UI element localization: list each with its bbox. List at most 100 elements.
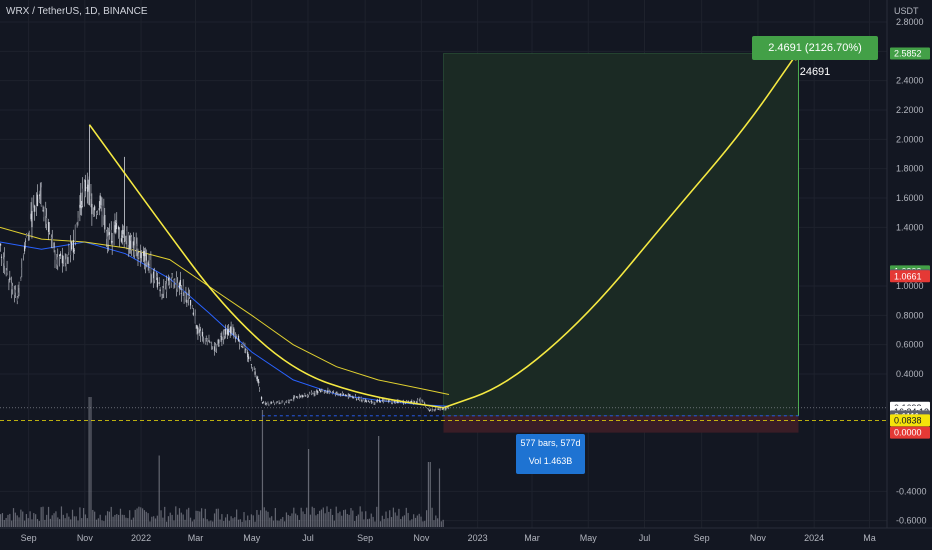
candle-body: [96, 212, 99, 214]
time-axis[interactable]: Sep Nov 2022 Mar May Jul Sep Nov 2023 Mar May Jul Se…: [21, 533, 876, 543]
candle-body: [122, 229, 124, 235]
candle-body: [358, 398, 360, 400]
candle-body: [339, 394, 341, 395]
candle-body: [256, 376, 258, 380]
volume-bar: [400, 519, 402, 527]
volume-bar: [224, 517, 227, 527]
candle-body: [11, 285, 14, 290]
volume-bar: [289, 515, 291, 527]
volume-bar: [217, 508, 219, 527]
candle-body: [287, 400, 289, 402]
candle-body: [253, 368, 255, 370]
volume-bar: [333, 520, 335, 527]
candle-body: [108, 232, 111, 235]
candle-body: [441, 408, 443, 410]
volume-bar: [199, 511, 201, 527]
volume-bar: [287, 514, 289, 527]
candle-body: [424, 403, 426, 404]
candle-body: [299, 395, 301, 398]
time-tick-label: Nov: [413, 533, 430, 543]
volume-bar: [379, 521, 382, 527]
volume-bar: [245, 520, 247, 527]
volume-bar: [398, 508, 400, 527]
volume-bar: [175, 506, 177, 527]
volume-bar: [119, 508, 122, 527]
volume-bar: [389, 510, 391, 527]
volume-bar: [390, 517, 393, 527]
candle-body: [21, 268, 23, 270]
candle-body: [364, 400, 366, 402]
candle-body: [337, 394, 339, 395]
candle-body: [382, 400, 384, 402]
candle-body: [270, 402, 272, 404]
candle-body: [23, 254, 25, 256]
candle-body: [249, 358, 252, 361]
candle-body: [386, 400, 388, 402]
volume-bar: [427, 462, 430, 527]
volume-bar: [20, 509, 22, 527]
candle-body: [170, 280, 172, 283]
candle-body: [262, 402, 264, 404]
volume-bar: [370, 513, 372, 527]
volume-bar: [280, 518, 282, 527]
candle-body: [67, 257, 69, 264]
volume-bar: [342, 510, 345, 527]
candle-body: [285, 401, 288, 403]
candle-body: [432, 409, 434, 411]
candle-body: [377, 399, 379, 401]
time-tick-label: Nov: [750, 533, 767, 543]
volume-bar: [71, 509, 74, 527]
volume-bar: [405, 507, 407, 527]
volume-bar: [49, 518, 51, 527]
volume-bar: [344, 509, 347, 527]
candle-body: [294, 396, 296, 398]
candle-body: [57, 257, 59, 266]
volume-bar: [23, 520, 26, 527]
candle-body: [250, 364, 252, 365]
candle-body: [360, 397, 362, 401]
volume-bar: [315, 515, 317, 527]
time-tick-label: May: [580, 533, 598, 543]
candle-body: [107, 235, 110, 245]
volume-bar: [147, 513, 149, 527]
candle-body: [217, 339, 219, 346]
candle-body: [196, 325, 198, 329]
candle-body: [370, 400, 372, 403]
candle-body: [388, 399, 390, 402]
price-axis-unit[interactable]: USDT: [894, 6, 919, 16]
candle-body: [396, 401, 398, 403]
volume-bar: [409, 520, 411, 527]
candle-body: [183, 296, 185, 297]
candle-body: [167, 277, 170, 281]
candle-body: [18, 282, 20, 289]
candle-body: [227, 328, 229, 336]
candle-body: [87, 184, 89, 192]
candle-body: [137, 252, 139, 257]
candle-body: [65, 258, 67, 268]
price-tick-label: 2.2000: [896, 105, 924, 115]
volume-bar: [335, 506, 337, 527]
candle-body: [100, 205, 102, 207]
candle-body: [413, 401, 416, 403]
candle-body: [381, 400, 383, 401]
drawing-overlays[interactable]: [0, 50, 887, 421]
candle-body: [314, 391, 316, 394]
candle-body: [95, 212, 98, 215]
volume-bar: [385, 511, 387, 527]
candle-body: [350, 396, 352, 397]
candle-body: [310, 391, 312, 395]
volume-bar: [256, 510, 258, 527]
long-position-tool[interactable]: [443, 53, 799, 433]
candle-body: [31, 210, 33, 228]
volume-bar: [402, 516, 404, 527]
volume-bar: [254, 521, 256, 527]
candle-body: [241, 346, 243, 348]
candle-body: [438, 408, 441, 410]
symbol-title[interactable]: WRX / TetherUS, 1D, BINANCE: [6, 6, 148, 17]
candle-body: [197, 327, 199, 334]
candle-body: [334, 393, 336, 395]
candle-body: [129, 235, 131, 249]
candle-body: [45, 208, 47, 216]
candle-body: [321, 389, 323, 391]
